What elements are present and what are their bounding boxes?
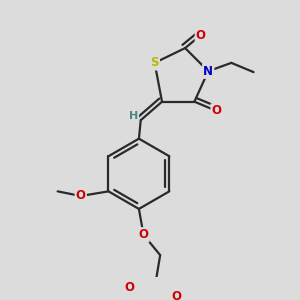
Text: O: O	[171, 290, 181, 300]
Text: S: S	[150, 56, 159, 69]
Text: H: H	[129, 111, 138, 121]
Text: O: O	[125, 281, 135, 294]
Text: O: O	[212, 104, 222, 117]
Text: N: N	[203, 65, 213, 78]
Text: O: O	[196, 28, 206, 42]
Text: O: O	[76, 190, 86, 202]
Text: O: O	[139, 228, 148, 241]
